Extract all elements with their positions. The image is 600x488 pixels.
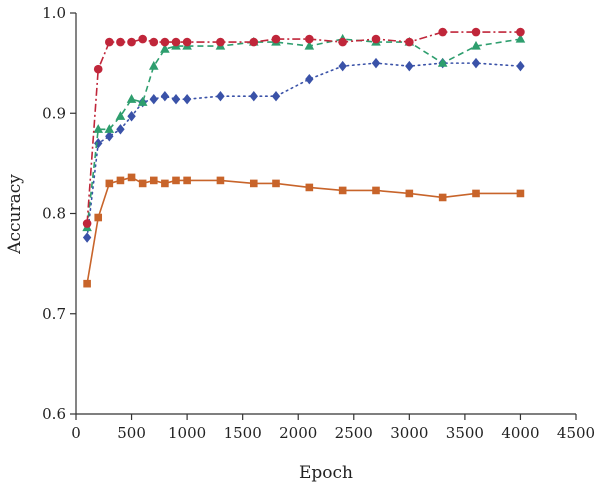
data-point-diamond [183, 94, 191, 104]
data-point-diamond [405, 61, 413, 71]
data-point-square [83, 280, 91, 288]
data-point-diamond [94, 138, 102, 148]
x-tick-label: 2000 [279, 424, 317, 442]
data-point-square [128, 174, 136, 182]
series-circle [83, 28, 525, 228]
data-point-circle [161, 38, 170, 47]
data-point-circle [338, 38, 347, 47]
data-point-circle [172, 38, 181, 47]
x-ticks: 0 500 1000 1500 2000 2500 3000 3500 4000 4500 [71, 414, 595, 442]
x-axis-title: Epoch [299, 463, 353, 483]
series-line [87, 177, 520, 283]
data-point-circle [127, 38, 136, 47]
series-line [87, 32, 520, 223]
data-point-diamond [272, 91, 280, 101]
data-point-diamond [83, 232, 91, 242]
data-point-diamond [161, 91, 169, 101]
data-point-diamond [338, 61, 346, 71]
data-point-square [161, 180, 169, 188]
data-point-square [339, 187, 347, 195]
x-tick-label: 4500 [557, 424, 595, 442]
data-point-circle [183, 38, 192, 47]
data-point-square [183, 177, 191, 185]
x-tick-label: 4000 [501, 424, 539, 442]
data-point-circle [83, 219, 92, 228]
data-point-circle [149, 38, 158, 47]
data-point-circle [305, 35, 314, 44]
x-tick-label: 500 [117, 424, 146, 442]
data-point-square [272, 180, 280, 188]
series-square [83, 174, 524, 288]
data-point-diamond [216, 91, 224, 101]
data-point-circle [472, 28, 481, 37]
x-tick-label: 3000 [390, 424, 428, 442]
data-point-circle [438, 28, 447, 37]
y-ticks: 0.6 0.7 0.8 0.9 1.0 [42, 4, 76, 423]
data-point-square [517, 190, 525, 198]
data-point-square [117, 177, 125, 185]
y-tick-label: 0.8 [42, 205, 66, 223]
data-point-circle [405, 38, 414, 47]
data-point-square [439, 194, 447, 202]
data-point-square [306, 184, 314, 192]
y-tick-label: 0.6 [42, 405, 66, 423]
data-point-circle [105, 38, 114, 47]
data-point-square [372, 187, 380, 195]
x-tick-label: 0 [71, 424, 81, 442]
data-point-diamond [372, 58, 380, 68]
data-point-square [139, 180, 147, 188]
data-point-diamond [305, 74, 313, 84]
data-point-circle [94, 65, 103, 74]
data-point-square [106, 180, 114, 188]
y-tick-label: 0.7 [42, 305, 66, 323]
data-point-circle [249, 38, 258, 47]
x-tick-label: 1000 [168, 424, 206, 442]
series-layer [82, 28, 525, 288]
data-point-diamond [150, 94, 158, 104]
y-tick-label: 1.0 [42, 4, 66, 22]
x-tick-label: 3500 [446, 424, 484, 442]
data-point-circle [516, 28, 525, 37]
data-point-square [150, 177, 158, 185]
data-point-circle [138, 35, 147, 44]
data-point-circle [216, 38, 225, 47]
y-tick-label: 0.9 [42, 104, 66, 122]
series-diamond [83, 58, 525, 243]
data-point-square [94, 214, 102, 222]
data-point-square [406, 190, 414, 198]
data-point-circle [372, 35, 381, 44]
data-point-circle [116, 38, 125, 47]
data-point-circle [272, 35, 281, 44]
data-point-square [472, 190, 480, 198]
data-point-square [172, 177, 180, 185]
series-line [87, 63, 520, 237]
data-point-diamond [172, 94, 180, 104]
y-axis-title: Accuracy [5, 174, 25, 255]
data-point-diamond [516, 61, 524, 71]
data-point-square [250, 180, 258, 188]
x-tick-label: 1500 [224, 424, 262, 442]
data-point-triangle [127, 94, 137, 103]
data-point-diamond [472, 58, 480, 68]
data-point-square [217, 177, 225, 185]
data-point-diamond [250, 91, 258, 101]
x-tick-label: 2500 [335, 424, 373, 442]
